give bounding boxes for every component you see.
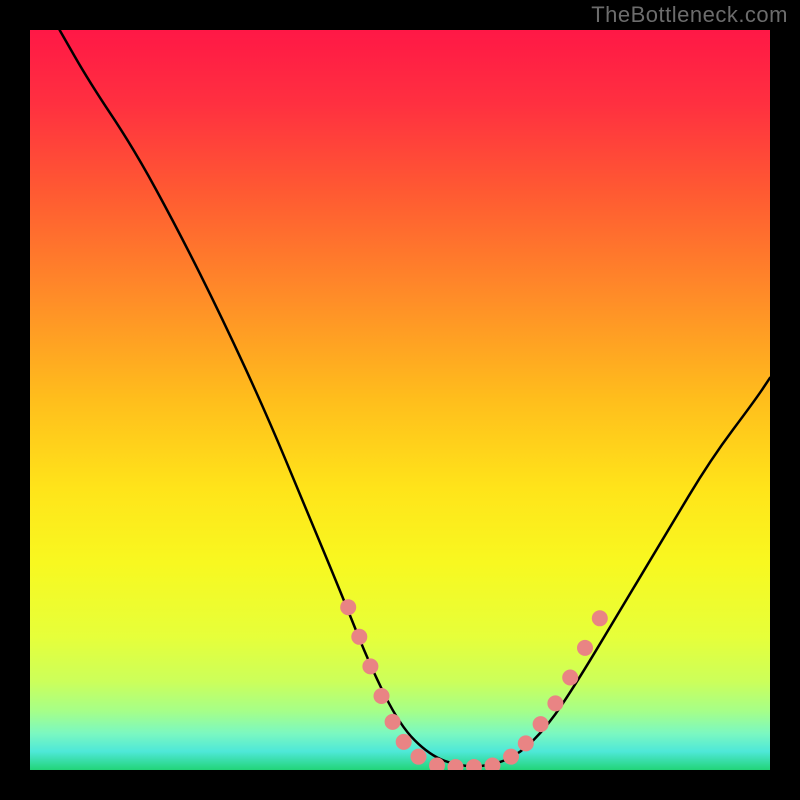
data-marker: [518, 735, 534, 751]
data-marker: [592, 610, 608, 626]
data-marker: [562, 670, 578, 686]
plot-svg: [30, 30, 770, 770]
watermark-text: TheBottleneck.com: [591, 2, 788, 28]
data-marker: [503, 749, 519, 765]
data-marker: [385, 714, 401, 730]
data-marker: [411, 749, 427, 765]
data-marker: [396, 734, 412, 750]
gradient-background: [30, 30, 770, 770]
data-marker: [577, 640, 593, 656]
data-marker: [340, 599, 356, 615]
data-marker: [362, 658, 378, 674]
data-marker: [533, 716, 549, 732]
chart-root: TheBottleneck.com: [0, 0, 800, 800]
data-marker: [547, 695, 563, 711]
plot-area: [30, 30, 770, 770]
data-marker: [351, 629, 367, 645]
data-marker: [374, 688, 390, 704]
